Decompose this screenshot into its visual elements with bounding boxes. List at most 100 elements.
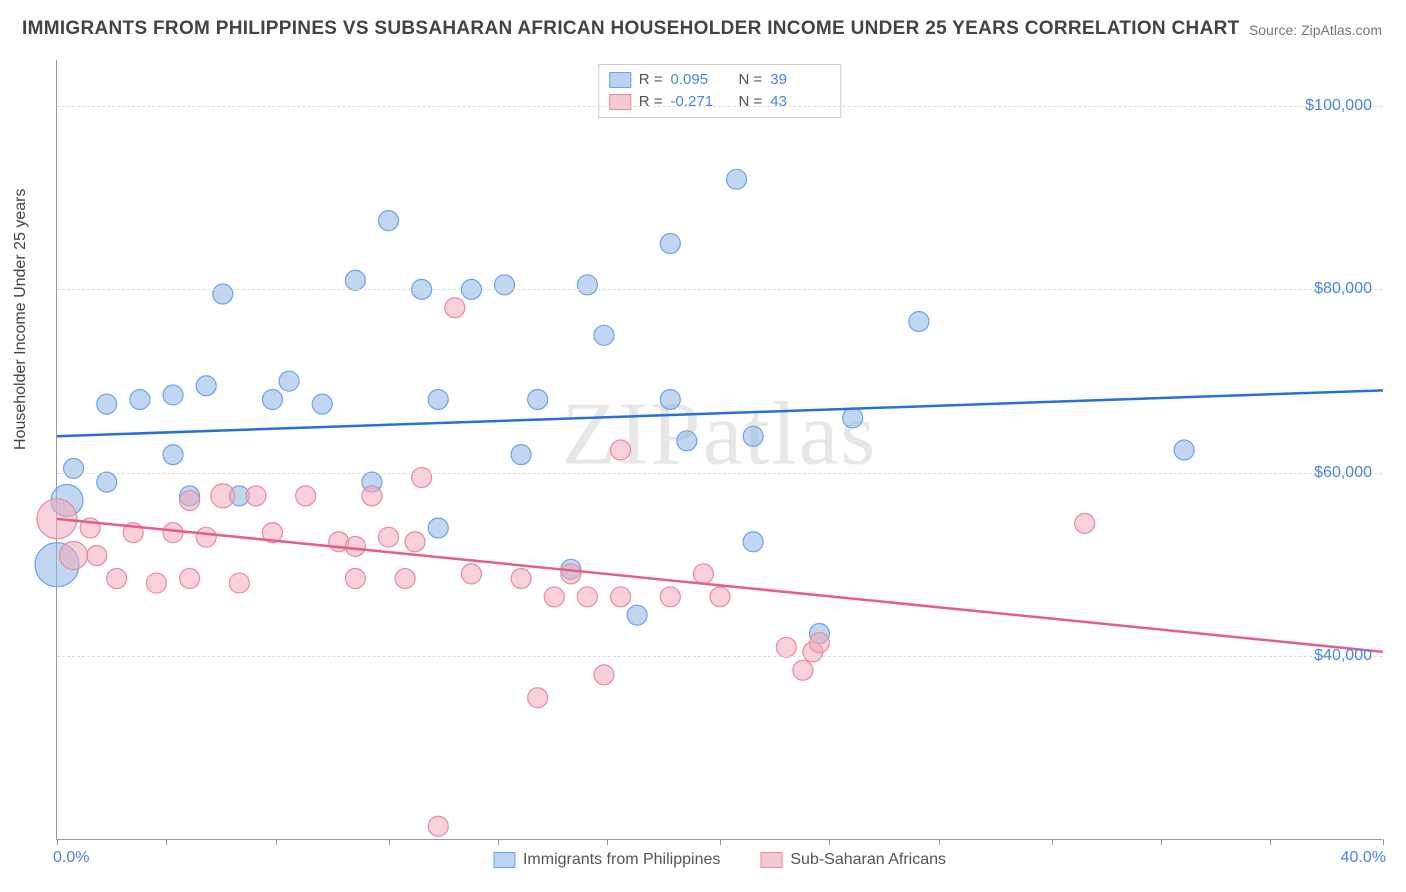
y-tick-label: $80,000 [1314,280,1372,298]
data-point [64,458,84,478]
x-tick [1161,839,1162,845]
data-point [1075,513,1095,533]
x-tick [276,839,277,845]
data-point [611,587,631,607]
data-point [627,605,647,625]
data-point [528,688,548,708]
x-min-label: 0.0% [53,849,89,867]
x-tick [57,839,58,845]
data-point [379,211,399,231]
data-point [660,234,680,254]
data-point [909,312,929,332]
data-point [262,390,282,410]
r-value: -0.271 [671,91,731,113]
r-label: R = [639,91,663,113]
trendline [57,390,1383,436]
data-point [743,532,763,552]
chart-title: IMMIGRANTS FROM PHILIPPINES VS SUBSAHARA… [22,18,1240,40]
y-tick-label: $60,000 [1314,464,1372,482]
data-point [312,394,332,414]
data-point [379,527,399,547]
data-point [180,490,200,510]
data-point [594,325,614,345]
data-point [130,390,150,410]
data-point [511,568,531,588]
data-point [246,486,266,506]
data-point [412,468,432,488]
chart-svg [57,60,1382,839]
data-point [211,484,235,508]
data-point [37,499,77,539]
data-point [809,633,829,653]
x-tick [939,839,940,845]
gridline-h [57,106,1382,107]
data-point [362,486,382,506]
data-point [428,518,448,538]
x-tick [607,839,608,845]
data-point [97,394,117,414]
stats-legend-row: R = 0.095 N = 39 [609,69,831,91]
data-point [97,472,117,492]
data-point [229,573,249,593]
x-tick [498,839,499,845]
gridline-h [57,656,1382,657]
n-label: N = [739,69,763,91]
data-point [163,445,183,465]
x-tick [389,839,390,845]
n-label: N = [739,91,763,113]
data-point [213,284,233,304]
plot-area: ZIPatlas R =0.095N =39R =-0.271N =43 Imm… [56,60,1382,840]
data-point [405,532,425,552]
series-legend-item: Sub-Saharan Africans [760,851,946,869]
x-tick [1052,839,1053,845]
x-tick [1270,839,1271,845]
n-value: 39 [770,69,830,91]
trendline [57,519,1383,652]
n-value: 43 [770,91,830,113]
data-point [710,587,730,607]
data-point [428,390,448,410]
data-point [345,536,365,556]
data-point [296,486,316,506]
data-point [428,816,448,836]
data-point [1174,440,1194,460]
data-point [87,546,107,566]
data-point [196,376,216,396]
data-point [60,542,88,570]
data-point [611,440,631,460]
data-point [445,298,465,318]
legend-swatch [493,852,515,868]
data-point [660,390,680,410]
data-point [345,270,365,290]
data-point [528,390,548,410]
legend-swatch [609,94,631,110]
y-tick-label: $40,000 [1314,647,1372,665]
data-point [743,426,763,446]
gridline-h [57,473,1382,474]
source-label: Source: ZipAtlas.com [1249,22,1382,38]
data-point [495,275,515,295]
r-label: R = [639,69,663,91]
data-point [843,408,863,428]
series-legend: Immigrants from Philippines Sub-Saharan A… [493,851,946,869]
data-point [279,371,299,391]
series-legend-label: Immigrants from Philippines [523,851,720,869]
data-point [727,169,747,189]
gridline-h [57,289,1382,290]
x-max-label: 40.0% [1341,849,1386,867]
data-point [146,573,166,593]
x-tick [166,839,167,845]
data-point [660,587,680,607]
stats-legend-row: R = -0.271 N = 43 [609,91,831,113]
r-value: 0.095 [671,69,731,91]
legend-swatch [609,72,631,88]
data-point [577,587,597,607]
series-legend-label: Sub-Saharan Africans [790,851,946,869]
data-point [793,660,813,680]
series-legend-item: Immigrants from Philippines [493,851,720,869]
data-point [180,568,200,588]
x-tick [829,839,830,845]
y-axis-label: Householder Income Under 25 years [12,189,30,450]
data-point [163,523,183,543]
data-point [345,568,365,588]
